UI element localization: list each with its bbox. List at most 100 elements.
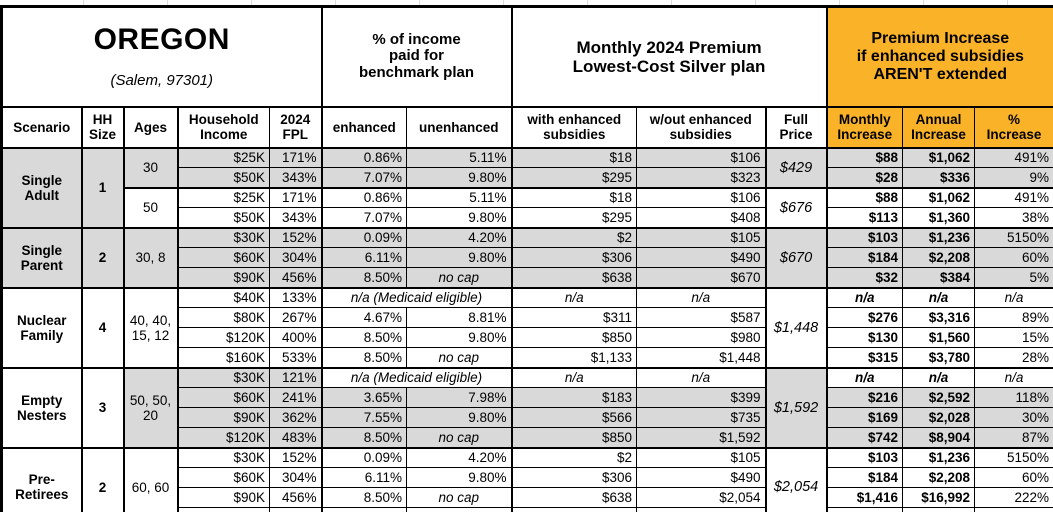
annual-increase-cell: $1,560 — [902, 327, 976, 349]
full-price-cell: $2,054 — [765, 446, 828, 512]
group-income-pct: % of income paid for benchmark plan — [320, 5, 513, 108]
wout-subsidies-cell: $490 — [636, 247, 767, 269]
enhanced-cell: 0.09% — [321, 446, 407, 469]
monthly-increase-cell: $32 — [826, 267, 904, 289]
ages-cell: 60, 60 — [123, 446, 179, 512]
fpl-cell: 343% — [269, 207, 323, 229]
annual-increase-cell: $8,904 — [902, 427, 976, 449]
enhanced-cell: 0.86% — [321, 186, 407, 209]
state-title-cell: OREGON (Salem, 97301) — [1, 5, 323, 108]
monthly-increase-cell: $216 — [826, 387, 904, 409]
col-wout-subsidies: w/out enhanced subsidies — [636, 106, 767, 149]
monthly-increase-cell: $88 — [826, 147, 904, 169]
medicaid-cell: n/a (Medicaid eligible) — [320, 366, 513, 389]
full-price-cell: $1,448 — [765, 286, 828, 369]
enhanced-cell: 6.11% — [321, 247, 407, 269]
unenhanced-cell: 4.20% — [405, 446, 513, 469]
wout-subsidies-cell: $1,592 — [636, 427, 767, 449]
wout-subsidies-cell: $490 — [636, 467, 767, 489]
fpl-cell: 456% — [269, 487, 323, 509]
group-premium: Monthly 2024 Premium Lowest-Cost Silver … — [511, 5, 828, 108]
income-cell: $90K — [177, 267, 270, 289]
annual-increase-cell: $384 — [902, 267, 976, 289]
pct-increase-cell: 491% — [974, 186, 1053, 209]
table-row: $90K 362% 7.55% 9.80% $566 $735 $169 $2,… — [2, 407, 1053, 429]
col-hh-size: HH Size — [81, 106, 125, 149]
table-row: $50K 343% 7.07% 9.80% $295 $323 $28 $336… — [2, 167, 1053, 189]
with-subsidies-cell: n/a — [511, 286, 638, 309]
fpl-cell: 343% — [269, 167, 323, 189]
pct-increase-cell: 5150% — [974, 226, 1053, 249]
enhanced-cell: 8.50% — [321, 507, 407, 512]
full-price-cell: $670 — [765, 226, 828, 289]
unenhanced-cell: no cap — [405, 507, 513, 512]
monthly-increase-cell: $742 — [826, 427, 904, 449]
annual-increase-cell: $14,448 — [902, 507, 976, 512]
annual-increase-cell: $3,780 — [902, 347, 976, 369]
unenhanced-cell: no cap — [405, 427, 513, 449]
table-row: $60K 304% 6.11% 9.80% $306 $490 $184 $2,… — [2, 247, 1053, 269]
monthly-increase-cell: $276 — [826, 307, 904, 329]
income-cell: $50K — [177, 167, 270, 189]
col-with-subsidies: with enhanced subsidies — [511, 106, 638, 149]
with-subsidies-cell: $850 — [511, 427, 638, 449]
state-title: OREGON — [93, 23, 230, 57]
income-cell: $30K — [177, 226, 270, 249]
table-row: Single Parent 2 30, 8 $30K 152% 0.09% 4.… — [1, 226, 1053, 289]
enhanced-cell: 7.55% — [321, 407, 407, 429]
fpl-cell: 152% — [269, 446, 323, 469]
wout-subsidies-cell: $670 — [636, 267, 767, 289]
enhanced-cell: 8.50% — [321, 427, 407, 449]
wout-subsidies-cell: $1,448 — [636, 347, 767, 369]
enhanced-cell: 8.50% — [321, 267, 407, 289]
wout-subsidies-cell: $105 — [636, 226, 767, 249]
with-subsidies-cell: $295 — [511, 207, 638, 229]
with-subsidies-cell: $306 — [511, 467, 638, 489]
ages-cell: 30 — [123, 147, 179, 189]
col-enhanced: enhanced — [321, 106, 407, 149]
scenario-cell: Single Parent — [1, 226, 83, 289]
annual-increase-cell: $1,236 — [902, 446, 976, 469]
fpl-cell: 304% — [269, 247, 323, 269]
ages-cell: 50, 50, 20 — [123, 366, 179, 449]
unenhanced-cell: no cap — [405, 267, 513, 289]
income-cell: $90K — [177, 487, 270, 509]
table-row: 50 $25K 171% 0.86% 5.11% $18 $106 $676 $… — [2, 186, 1053, 229]
pct-increase-cell: 28% — [974, 347, 1053, 369]
income-cell: $120K — [177, 507, 270, 512]
hh-size-cell: 2 — [81, 446, 125, 512]
pct-increase-cell: 89% — [974, 307, 1053, 329]
col-scenario: Scenario — [1, 106, 83, 149]
fpl-cell: 533% — [269, 347, 323, 369]
table-row: $60K 304% 6.11% 9.80% $306 $490 $184 $2,… — [2, 467, 1053, 489]
annual-increase-cell: $2,208 — [902, 467, 976, 489]
income-cell: $25K — [177, 186, 270, 209]
with-subsidies-cell: $295 — [511, 167, 638, 189]
wout-subsidies-cell: $2,054 — [636, 507, 767, 512]
col-household-income: Household Income — [177, 106, 270, 149]
monthly-increase-cell: $184 — [826, 247, 904, 269]
annual-increase-cell: $2,028 — [902, 407, 976, 429]
monthly-increase-cell: $113 — [826, 207, 904, 229]
annual-increase-cell: $3,316 — [902, 307, 976, 329]
enhanced-cell: 8.50% — [321, 347, 407, 369]
pct-increase-cell: 491% — [974, 147, 1053, 169]
monthly-increase-cell: $88 — [826, 186, 904, 209]
pct-increase-cell: 222% — [974, 487, 1053, 509]
col-full-price: Full Price — [765, 106, 828, 149]
with-subsidies-cell: $850 — [511, 327, 638, 349]
income-cell: $120K — [177, 427, 270, 449]
monthly-increase-cell: $103 — [826, 226, 904, 249]
with-subsidies-cell: $2 — [511, 446, 638, 469]
group-header-row: OREGON (Salem, 97301) % of income paid f… — [1, 5, 1053, 108]
monthly-increase-cell: $315 — [826, 347, 904, 369]
ages-cell: 40, 40, 15, 12 — [123, 286, 179, 369]
pct-increase-cell: n/a — [974, 286, 1053, 309]
monthly-increase-cell: $1,204 — [826, 507, 904, 512]
group-increase: Premium Increase if enhanced subsidies A… — [826, 5, 1053, 108]
income-cell: $25K — [177, 147, 270, 169]
pct-increase-cell: n/a — [974, 366, 1053, 389]
fpl-cell: 133% — [269, 286, 323, 309]
income-cell: $120K — [177, 327, 270, 349]
wout-subsidies-cell: $106 — [636, 147, 767, 169]
